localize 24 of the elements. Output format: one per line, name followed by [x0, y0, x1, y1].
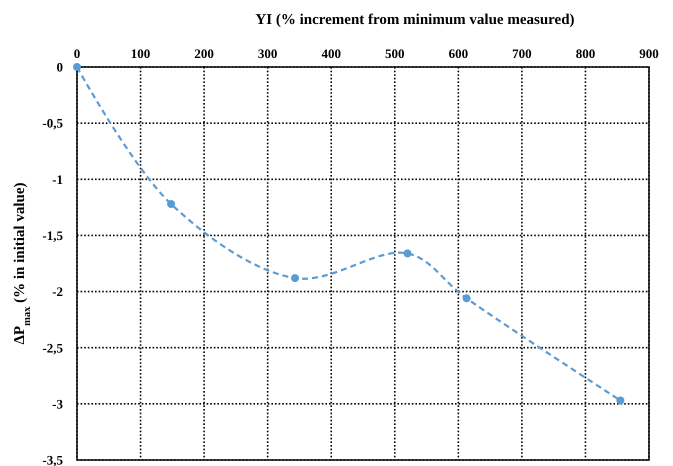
y-tick-label: -3 [52, 396, 64, 412]
x-tick-label: 900 [639, 46, 659, 61]
y-tick-label: -0,5 [42, 116, 64, 131]
x-tick-label: 400 [321, 46, 341, 61]
x-tick-label: 200 [194, 46, 214, 61]
x-axis-title: YI (% increment from minimum value measured) [255, 12, 575, 28]
x-tick-label: 500 [385, 46, 405, 61]
point [73, 63, 81, 71]
point [462, 294, 471, 302]
point [290, 274, 299, 282]
x-tick-label: 700 [512, 46, 532, 61]
y-tick-label: 0 [56, 60, 63, 75]
y-tick-label: -2 [52, 284, 63, 300]
point [616, 396, 624, 404]
point [403, 249, 412, 258]
x-tick-label: 800 [576, 46, 596, 61]
x-tick-label: 0 [74, 46, 80, 61]
x-tick-label: 100 [130, 46, 150, 61]
y-tick-label: -2,5 [42, 340, 64, 356]
y-tick-label: -1 [52, 172, 63, 187]
point [167, 200, 176, 208]
y-tick-label: -1,5 [42, 228, 64, 243]
x-tick-label: 600 [448, 46, 468, 61]
x-tick-label: 300 [258, 46, 278, 61]
